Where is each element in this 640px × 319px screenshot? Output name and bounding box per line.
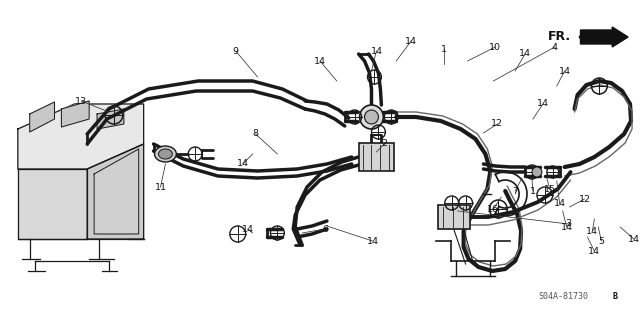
Polygon shape <box>61 101 89 127</box>
Ellipse shape <box>159 149 172 159</box>
Text: 3: 3 <box>566 219 572 228</box>
Text: FR.: FR. <box>547 31 571 43</box>
Text: 13: 13 <box>75 97 87 106</box>
Polygon shape <box>87 144 143 239</box>
Text: 14: 14 <box>537 100 549 108</box>
Text: 14: 14 <box>237 160 249 168</box>
Text: 14: 14 <box>367 236 378 246</box>
Text: 14: 14 <box>242 225 253 234</box>
FancyBboxPatch shape <box>438 205 470 229</box>
Text: 4: 4 <box>552 42 557 51</box>
Text: 14: 14 <box>559 66 571 76</box>
Text: 14: 14 <box>405 36 417 46</box>
Ellipse shape <box>154 146 177 162</box>
Text: 14: 14 <box>588 247 600 256</box>
Text: B: B <box>612 292 617 301</box>
Polygon shape <box>97 109 124 129</box>
Circle shape <box>365 110 378 124</box>
Text: S04A-81730: S04A-81730 <box>538 292 588 301</box>
Text: 1: 1 <box>441 44 447 54</box>
Polygon shape <box>18 104 143 169</box>
Text: 14: 14 <box>628 234 640 243</box>
Text: 12: 12 <box>579 195 591 204</box>
Text: 14: 14 <box>561 222 573 232</box>
Circle shape <box>532 167 542 177</box>
Text: 14: 14 <box>314 56 326 65</box>
Text: 7: 7 <box>512 187 518 196</box>
Text: 8: 8 <box>253 130 259 138</box>
Text: 14: 14 <box>554 199 566 209</box>
FancyBboxPatch shape <box>358 143 394 171</box>
Text: 15: 15 <box>544 184 556 194</box>
Polygon shape <box>18 169 87 239</box>
Text: 1: 1 <box>530 187 536 196</box>
Text: 11: 11 <box>154 182 166 191</box>
Text: 5: 5 <box>598 236 604 246</box>
FancyArrow shape <box>580 27 628 47</box>
Text: 2: 2 <box>381 139 387 149</box>
Circle shape <box>360 105 383 129</box>
Polygon shape <box>94 149 139 234</box>
Text: 10: 10 <box>490 42 501 51</box>
Text: 12: 12 <box>492 120 503 129</box>
Polygon shape <box>29 102 54 132</box>
Text: 6: 6 <box>322 225 328 234</box>
Text: 9: 9 <box>233 47 239 56</box>
Text: 16: 16 <box>487 204 499 213</box>
Text: 14: 14 <box>586 226 598 235</box>
Text: 14: 14 <box>371 47 383 56</box>
Text: 14: 14 <box>519 49 531 58</box>
